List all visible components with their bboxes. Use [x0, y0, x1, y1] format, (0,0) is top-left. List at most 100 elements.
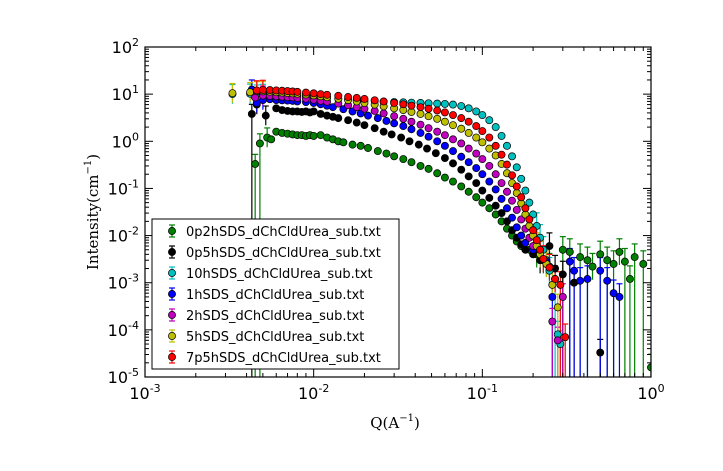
data-point	[517, 174, 526, 183]
data-point	[464, 117, 473, 126]
data-point	[472, 149, 481, 158]
data-point	[472, 179, 481, 188]
data-point	[596, 266, 605, 275]
data-point	[399, 122, 408, 131]
data-point	[339, 138, 348, 147]
data-point	[596, 250, 605, 259]
data-point	[433, 127, 442, 136]
data-point	[478, 198, 487, 207]
data-point	[525, 198, 534, 207]
data-point	[503, 160, 511, 169]
data-point	[472, 193, 481, 202]
y-tick-label: 100	[112, 130, 139, 151]
data-point	[603, 256, 612, 265]
data-point	[485, 133, 494, 142]
data-point	[440, 117, 449, 126]
data-point	[464, 129, 473, 137]
data-point	[478, 127, 487, 135]
data-point	[478, 111, 487, 120]
data-point	[536, 245, 545, 254]
data-point	[390, 99, 399, 107]
data-point	[416, 103, 425, 112]
data-point	[360, 95, 369, 103]
data-point	[512, 163, 521, 172]
y-axis-title: Intensity(cm−1)	[83, 154, 102, 270]
data-point	[416, 120, 425, 129]
data-point	[247, 110, 256, 118]
data-point	[491, 185, 500, 194]
data-point	[407, 117, 416, 126]
data-point	[472, 133, 481, 142]
data-point	[545, 263, 554, 272]
data-point	[449, 100, 457, 109]
y-tick-label: 10-2	[108, 225, 139, 246]
data-point	[551, 275, 560, 283]
data-point	[603, 276, 612, 285]
data-point	[464, 158, 473, 167]
legend-marker-icon	[168, 269, 176, 277]
data-point	[440, 141, 449, 150]
data-point	[512, 182, 521, 191]
data-point	[503, 141, 511, 150]
data-point	[472, 122, 481, 131]
data-point	[407, 158, 416, 167]
data-point	[407, 101, 416, 110]
data-point	[521, 204, 530, 213]
data-point	[449, 177, 457, 186]
data-point	[440, 154, 449, 163]
data-point	[258, 85, 267, 94]
data-point	[407, 125, 416, 134]
data-point	[583, 256, 592, 265]
y-tick-label: 101	[112, 83, 139, 104]
data-point	[464, 172, 473, 181]
data-point	[639, 260, 648, 268]
data-point	[457, 165, 466, 174]
data-point	[334, 91, 343, 100]
data-point	[508, 213, 516, 222]
legend-frame	[151, 218, 400, 370]
data-point	[433, 114, 442, 123]
legend-label: 0p5hSDS_dChCldUrea_sub.txt	[186, 246, 381, 261]
data-point	[491, 141, 500, 150]
y-tick-label: 102	[112, 36, 139, 57]
data-point	[503, 187, 511, 196]
data-point	[301, 88, 310, 97]
legend-entry: 0p5hSDS_dChCldUrea_sub.txt	[168, 245, 381, 261]
legend-marker-icon	[168, 332, 176, 340]
data-point	[576, 253, 585, 262]
data-point	[529, 226, 538, 235]
data-point	[423, 144, 431, 153]
x-tick-labels: 10-3 10-2 10-1 100	[129, 382, 664, 403]
data-point	[478, 138, 487, 147]
data-point	[497, 209, 506, 218]
data-point	[521, 186, 530, 195]
data-point	[625, 275, 634, 283]
data-point	[576, 276, 585, 285]
data-point	[457, 124, 466, 133]
legend-label: 7p5hSDS_dChCldUrea_sub.txt	[186, 351, 381, 366]
data-point	[373, 114, 382, 123]
data-point	[457, 114, 466, 123]
data-point	[379, 97, 388, 106]
legend-entry: 7p5hSDS_dChCldUrea_sub.txt	[168, 350, 381, 366]
plot-frame	[144, 46, 652, 378]
data-point	[553, 336, 562, 345]
data-point	[548, 317, 557, 326]
data-point	[373, 147, 382, 156]
data-point	[517, 231, 526, 240]
data-point	[647, 363, 651, 372]
data-point	[364, 144, 372, 152]
data-point	[449, 111, 457, 120]
x-tick-label: 10-2	[298, 382, 329, 403]
data-point	[561, 333, 570, 342]
data-points-layer	[228, 85, 651, 372]
data-point	[558, 245, 567, 254]
data-point	[512, 205, 521, 214]
data-point	[565, 247, 574, 256]
data-point	[508, 196, 516, 205]
data-point	[570, 266, 579, 275]
data-point	[517, 193, 526, 202]
data-point	[508, 152, 516, 161]
data-point	[390, 152, 399, 161]
